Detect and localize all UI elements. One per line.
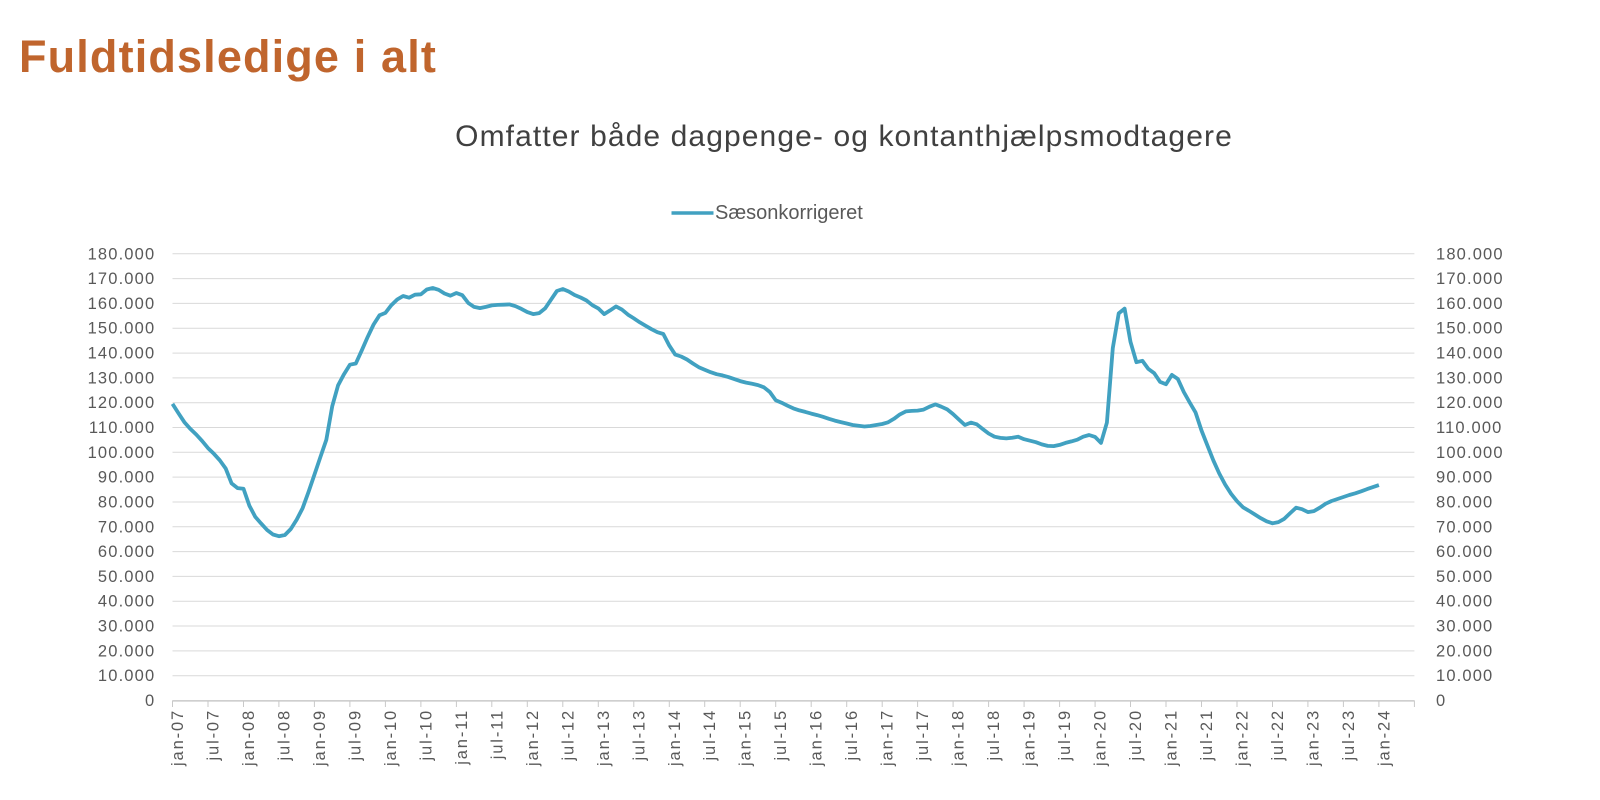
svg-text:jan-08: jan-08	[240, 709, 258, 767]
svg-text:jan-17: jan-17	[879, 709, 897, 767]
svg-text:Fuldtidsledige i alt: Fuldtidsledige i alt	[19, 31, 437, 82]
svg-text:jan-16: jan-16	[808, 709, 826, 767]
svg-text:jan-23: jan-23	[1304, 709, 1322, 767]
svg-text:jan-14: jan-14	[666, 709, 684, 767]
svg-text:jul-13: jul-13	[630, 709, 648, 761]
svg-text:jan-12: jan-12	[524, 709, 542, 767]
svg-text:60.000: 60.000	[98, 543, 155, 561]
svg-text:50.000: 50.000	[1436, 568, 1493, 586]
svg-text:jul-19: jul-19	[1056, 709, 1074, 761]
svg-text:jan-19: jan-19	[1021, 709, 1039, 767]
svg-text:60.000: 60.000	[1436, 543, 1493, 561]
svg-text:20.000: 20.000	[1436, 642, 1493, 660]
svg-text:jan-20: jan-20	[1092, 709, 1110, 767]
svg-text:0: 0	[145, 692, 155, 710]
svg-text:jan-22: jan-22	[1234, 709, 1252, 767]
svg-text:Sæsonkorrigeret: Sæsonkorrigeret	[715, 202, 863, 224]
svg-text:80.000: 80.000	[1436, 494, 1493, 512]
svg-text:20.000: 20.000	[98, 642, 155, 660]
svg-text:jul-10: jul-10	[417, 709, 435, 761]
svg-text:180.000: 180.000	[1436, 245, 1504, 263]
svg-text:90.000: 90.000	[98, 469, 155, 487]
svg-text:100.000: 100.000	[88, 444, 156, 462]
svg-text:jul-12: jul-12	[559, 709, 577, 761]
svg-text:jul-11: jul-11	[488, 709, 506, 760]
svg-text:30.000: 30.000	[1436, 618, 1493, 636]
svg-text:70.000: 70.000	[98, 518, 155, 536]
svg-text:jan-11: jan-11	[453, 709, 471, 766]
svg-text:jan-07: jan-07	[169, 709, 187, 767]
svg-text:170.000: 170.000	[88, 270, 156, 288]
svg-text:jul-14: jul-14	[701, 709, 719, 761]
svg-text:160.000: 160.000	[1436, 295, 1504, 313]
svg-text:150.000: 150.000	[1436, 320, 1504, 338]
svg-text:30.000: 30.000	[98, 618, 155, 636]
svg-text:jan-24: jan-24	[1375, 709, 1393, 767]
svg-text:jul-15: jul-15	[772, 709, 790, 761]
svg-text:160.000: 160.000	[88, 295, 156, 313]
svg-text:50.000: 50.000	[98, 568, 155, 586]
svg-text:80.000: 80.000	[98, 494, 155, 512]
svg-text:120.000: 120.000	[88, 394, 156, 412]
svg-text:150.000: 150.000	[88, 320, 156, 338]
svg-text:jul-18: jul-18	[985, 709, 1003, 761]
svg-text:jul-16: jul-16	[843, 709, 861, 761]
svg-text:jul-22: jul-22	[1269, 709, 1287, 761]
svg-text:90.000: 90.000	[1436, 469, 1493, 487]
svg-text:jul-07: jul-07	[205, 709, 223, 761]
svg-text:jan-18: jan-18	[950, 709, 968, 767]
svg-text:jul-08: jul-08	[275, 709, 293, 761]
svg-text:jul-23: jul-23	[1340, 709, 1358, 761]
svg-text:70.000: 70.000	[1436, 518, 1493, 536]
svg-text:140.000: 140.000	[1436, 345, 1504, 363]
svg-text:jan-21: jan-21	[1163, 709, 1181, 767]
svg-text:jan-09: jan-09	[311, 709, 329, 767]
svg-text:Omfatter både dagpenge- og kon: Omfatter både dagpenge- og kontanthjælps…	[455, 120, 1233, 153]
svg-text:jul-20: jul-20	[1127, 709, 1145, 761]
svg-text:40.000: 40.000	[98, 593, 155, 611]
svg-text:140.000: 140.000	[88, 345, 156, 363]
svg-text:jan-13: jan-13	[595, 709, 613, 767]
svg-text:110.000: 110.000	[1436, 419, 1502, 437]
svg-text:170.000: 170.000	[1436, 270, 1504, 288]
svg-text:100.000: 100.000	[1436, 444, 1504, 462]
svg-text:jul-17: jul-17	[914, 709, 932, 761]
svg-text:jul-09: jul-09	[346, 709, 364, 761]
svg-text:jan-15: jan-15	[737, 709, 755, 767]
svg-text:130.000: 130.000	[88, 369, 156, 387]
svg-text:10.000: 10.000	[1436, 667, 1493, 685]
svg-text:10.000: 10.000	[98, 667, 155, 685]
svg-text:120.000: 120.000	[1436, 394, 1504, 412]
svg-text:jan-10: jan-10	[382, 709, 400, 767]
svg-text:0: 0	[1436, 692, 1446, 710]
svg-text:110.000: 110.000	[89, 419, 155, 437]
svg-text:40.000: 40.000	[1436, 593, 1493, 611]
svg-text:180.000: 180.000	[88, 245, 156, 263]
svg-text:jul-21: jul-21	[1198, 709, 1216, 761]
svg-text:130.000: 130.000	[1436, 369, 1504, 387]
